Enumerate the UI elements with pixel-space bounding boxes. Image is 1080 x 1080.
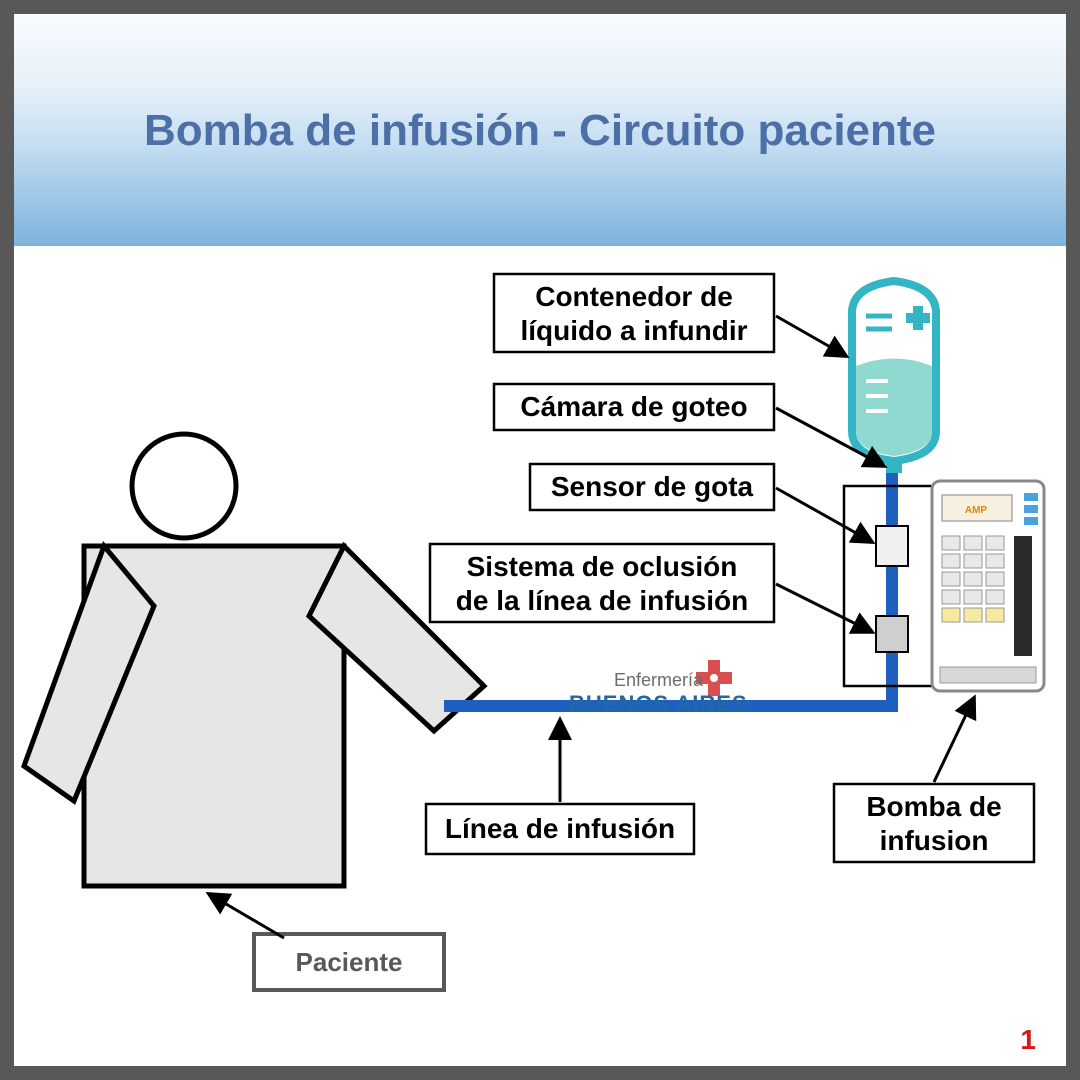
label-contenedor-line1: Contenedor de xyxy=(535,281,733,312)
watermark-line1: Enfermería xyxy=(614,670,704,690)
slide-title: Bomba de infusión - Circuito paciente xyxy=(14,106,1066,156)
page-number: 1 xyxy=(1020,1024,1036,1056)
label-linea-text: Línea de infusión xyxy=(445,813,675,844)
label-bomba-line1: Bomba de xyxy=(866,791,1001,822)
patient-icon xyxy=(24,434,484,886)
diagram-svg: AMP Contenedor de xyxy=(14,246,1066,1066)
label-bomba: Bomba de infusion xyxy=(834,698,1034,862)
label-camara-text: Cámara de goteo xyxy=(520,391,747,422)
watermark: Enfermería BUENOS AIRES xyxy=(569,660,748,716)
pump-device-icon: AMP xyxy=(932,481,1044,691)
label-contenedor: Contenedor de líquido a infundir xyxy=(494,274,846,356)
label-camara: Cámara de goteo xyxy=(494,384,884,466)
label-oclusion-line1: Sistema de oclusión xyxy=(467,551,738,582)
label-paciente-text: Paciente xyxy=(296,947,403,977)
label-linea: Línea de infusión xyxy=(426,720,694,854)
label-sensor: Sensor de gota xyxy=(530,464,872,542)
iv-bag-icon xyxy=(852,281,936,473)
slide-frame: Bomba de infusión - Circuito paciente xyxy=(0,0,1080,1080)
label-paciente: Paciente xyxy=(209,894,444,990)
header-banner: Bomba de infusión - Circuito paciente xyxy=(14,14,1066,246)
label-bomba-line2: infusion xyxy=(880,825,989,856)
watermark-line2: BUENOS AIRES xyxy=(569,691,748,716)
label-oclusion: Sistema de oclusión de la línea de infus… xyxy=(430,544,872,632)
label-sensor-text: Sensor de gota xyxy=(551,471,754,502)
svg-text:AMP: AMP xyxy=(965,505,988,516)
label-contenedor-line2: líquido a infundir xyxy=(520,315,747,346)
diagram-area: AMP Contenedor de xyxy=(14,246,1066,1066)
label-oclusion-line2: de la línea de infusión xyxy=(456,585,749,616)
